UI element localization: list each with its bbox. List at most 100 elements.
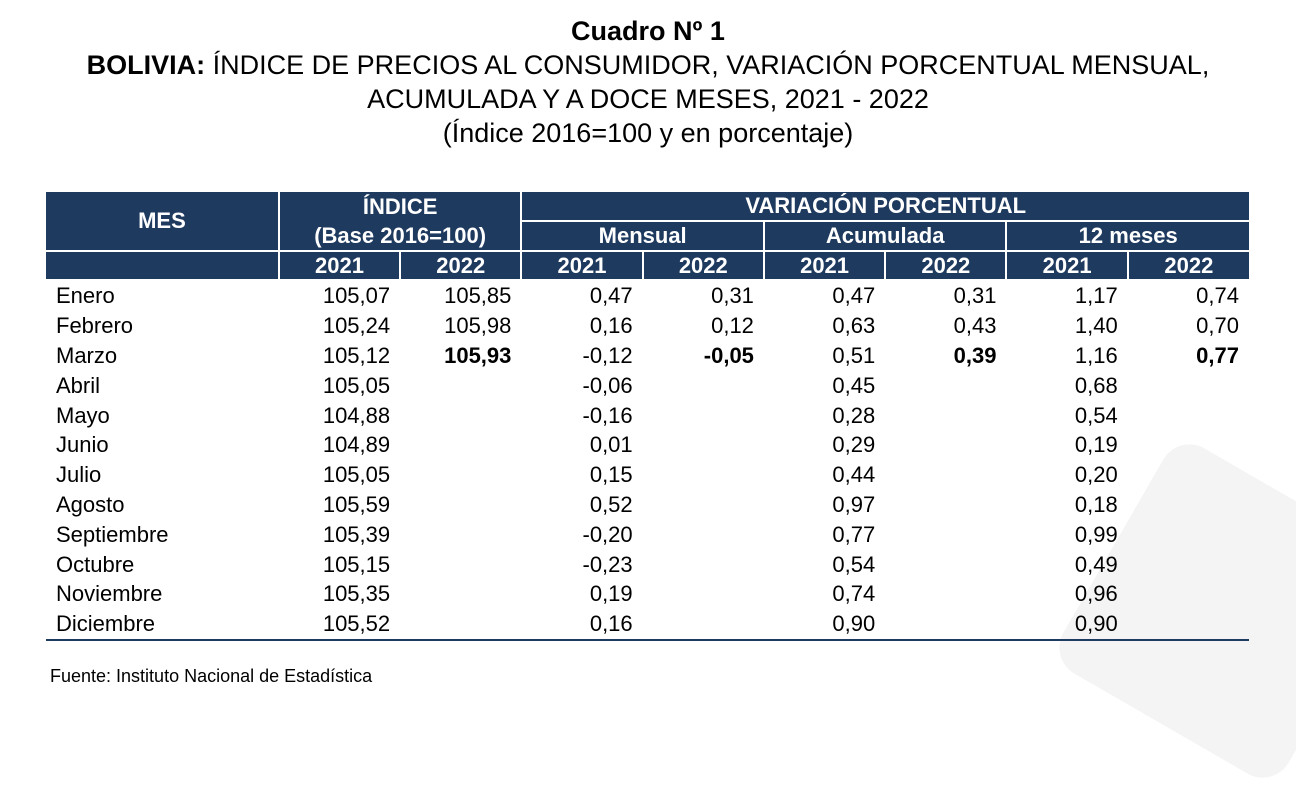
cell-indice-2021: 105,12	[322, 342, 391, 368]
table-body: Enero 105,07 105,85 0,47 0,31 0,47 0,31 1,17 0,7…	[46, 280, 1249, 641]
cell-acumulada-2022	[885, 430, 1006, 460]
title-line-main: BOLIVIA: ÍNDICE DE PRECIOS AL CONSUMIDOR…	[0, 48, 1296, 82]
cell-12meses-2021: 0,96	[1074, 581, 1118, 607]
cell-mes: Mayo	[56, 402, 110, 428]
cell-acumulada-2022: 0,31	[953, 283, 997, 309]
cell-indice-2021: 105,59	[322, 491, 391, 517]
cell-acumulada-2021: 0,47	[832, 283, 876, 309]
cell-mensual-2022	[643, 549, 764, 579]
table-row: Julio 105,05 0,15 0,44 0,20	[46, 460, 1249, 490]
cell-12meses-2021: 0,99	[1074, 521, 1118, 547]
header-mensual: Mensual	[520, 221, 764, 252]
cell-acumulada-2021: 0,74	[832, 581, 876, 607]
header-year: 2021	[277, 251, 401, 281]
cell-12meses-2021: 0,19	[1074, 432, 1118, 458]
title-main-text: ÍNDICE DE PRECIOS AL CONSUMIDOR, VARIACI…	[205, 50, 1210, 80]
cell-mes: Diciembre	[46, 608, 279, 641]
title-block: Cuadro Nº 1 BOLIVIA: ÍNDICE DE PRECIOS A…	[0, 14, 1296, 150]
cell-indice-2021: 105,39	[322, 521, 391, 547]
cell-mes: Agosto	[56, 491, 125, 517]
cell-acumulada-2022: 0,39	[953, 342, 997, 368]
header-12-meses: 12 meses	[1005, 221, 1249, 252]
table-row: Octubre 105,15 -0,23 0,54 0,49	[46, 549, 1249, 579]
cell-mes: Octubre	[56, 551, 135, 577]
cell-acumulada-2021: 0,44	[832, 462, 876, 488]
header-variacion: VARIACIÓN PORCENTUAL	[520, 192, 1249, 222]
cell-acumulada-2021: 0,63	[832, 313, 876, 339]
cell-indice-2022: 105,85	[444, 283, 512, 309]
cell-mes: Enero	[56, 283, 115, 309]
cell-12meses-2022	[1128, 430, 1249, 460]
header-mes: MES	[46, 192, 279, 252]
cell-12meses-2022	[1128, 549, 1249, 579]
cell-acumulada-2022	[885, 400, 1006, 430]
title-units: (Índice 2016=100 y en porcentaje)	[442, 118, 854, 148]
cell-mensual-2022	[643, 370, 764, 400]
table-header: MES ÍNDICE VARIACIÓN PORCENTUAL (Base 20…	[46, 192, 1249, 281]
cell-indice-2021: 105,24	[322, 313, 391, 339]
cell-mensual-2022: 0,31	[711, 283, 754, 309]
header-indice-base: (Base 2016=100)	[277, 221, 522, 252]
cell-mes: Junio	[56, 432, 109, 458]
cell-acumulada-2021: 0,29	[832, 432, 876, 458]
cell-acumulada-2022	[885, 579, 1006, 609]
cell-indice-2021: 105,05	[322, 462, 391, 488]
cell-12meses-2022	[1128, 460, 1249, 490]
cell-indice-2021: 104,88	[322, 402, 391, 428]
table-row: Agosto 105,59 0,52 0,97 0,18	[46, 490, 1249, 520]
cell-mensual-2022	[643, 579, 764, 609]
cell-12meses-2021: 0,68	[1074, 372, 1118, 398]
cell-12meses-2022	[1128, 370, 1249, 400]
cell-mensual-2021: 0,16	[521, 608, 643, 641]
cell-mensual-2021: 0,52	[589, 491, 633, 517]
table-row: Diciembre 105,52 0,16 0,90 0,90	[46, 608, 1249, 641]
header-year: 2022	[1126, 251, 1249, 281]
cell-mes: Julio	[56, 462, 102, 488]
cell-mensual-2021: 0,15	[589, 462, 633, 488]
cell-12meses-2022	[1127, 608, 1249, 641]
cell-mes: Abril	[56, 372, 101, 398]
cell-12meses-2022	[1128, 519, 1249, 549]
cell-mensual-2022	[643, 400, 764, 430]
cell-mensual-2021: 0,16	[589, 313, 633, 339]
cell-mensual-2022: 0,12	[711, 313, 754, 339]
cell-acumulada-2022	[885, 549, 1006, 579]
table-row: Enero 105,07 105,85 0,47 0,31 0,47 0,31 1,17 0,7…	[46, 280, 1249, 311]
header-mes-spacer	[46, 251, 279, 281]
cell-indice-2022	[400, 400, 521, 430]
cell-acumulada-2021: 0,97	[832, 491, 876, 517]
cell-indice-2022	[400, 460, 521, 490]
header-indice: ÍNDICE	[277, 192, 522, 221]
cell-acumulada-2022	[885, 608, 1007, 641]
cell-acumulada-2022	[885, 519, 1006, 549]
cpi-table: MES ÍNDICE VARIACIÓN PORCENTUAL (Base 20…	[46, 192, 1249, 641]
header-year: 2021	[762, 251, 886, 281]
cell-12meses-2022: 0,77	[1196, 342, 1239, 368]
cell-indice-2022: 105,98	[444, 313, 512, 339]
table-number: Cuadro Nº 1	[571, 16, 725, 46]
cell-12meses-2021: 1,40	[1074, 313, 1118, 339]
cell-12meses-2022: 0,70	[1196, 313, 1239, 339]
header-year: 2022	[399, 251, 522, 281]
source-footnote: Fuente: Instituto Nacional de Estadístic…	[50, 666, 373, 686]
cell-12meses-2021: 0,54	[1074, 402, 1118, 428]
cell-mensual-2021: 0,01	[589, 432, 633, 458]
cell-mensual-2022: -0,05	[703, 342, 754, 368]
cell-acumulada-2021: 0,28	[832, 402, 876, 428]
header-year: 2021	[520, 251, 643, 281]
cell-acumulada-2021: 0,77	[832, 521, 876, 547]
cell-12meses-2021: 1,16	[1074, 342, 1118, 368]
cell-acumulada-2022	[885, 460, 1006, 490]
header-year: 2022	[884, 251, 1007, 281]
cell-indice-2021: 105,35	[322, 581, 391, 607]
cell-12meses-2021: 0,20	[1074, 462, 1118, 488]
cell-indice-2022	[400, 370, 521, 400]
cell-mensual-2021: -0,06	[582, 372, 633, 398]
cell-indice-2022	[400, 490, 521, 520]
cell-mensual-2021: 0,47	[589, 283, 633, 309]
cell-indice-2021: 105,52	[278, 608, 401, 641]
cell-mensual-2021: -0,16	[582, 402, 633, 428]
cell-mes: Septiembre	[56, 521, 169, 547]
cell-acumulada-2022: 0,43	[953, 313, 997, 339]
cell-mensual-2021: 0,19	[589, 581, 633, 607]
